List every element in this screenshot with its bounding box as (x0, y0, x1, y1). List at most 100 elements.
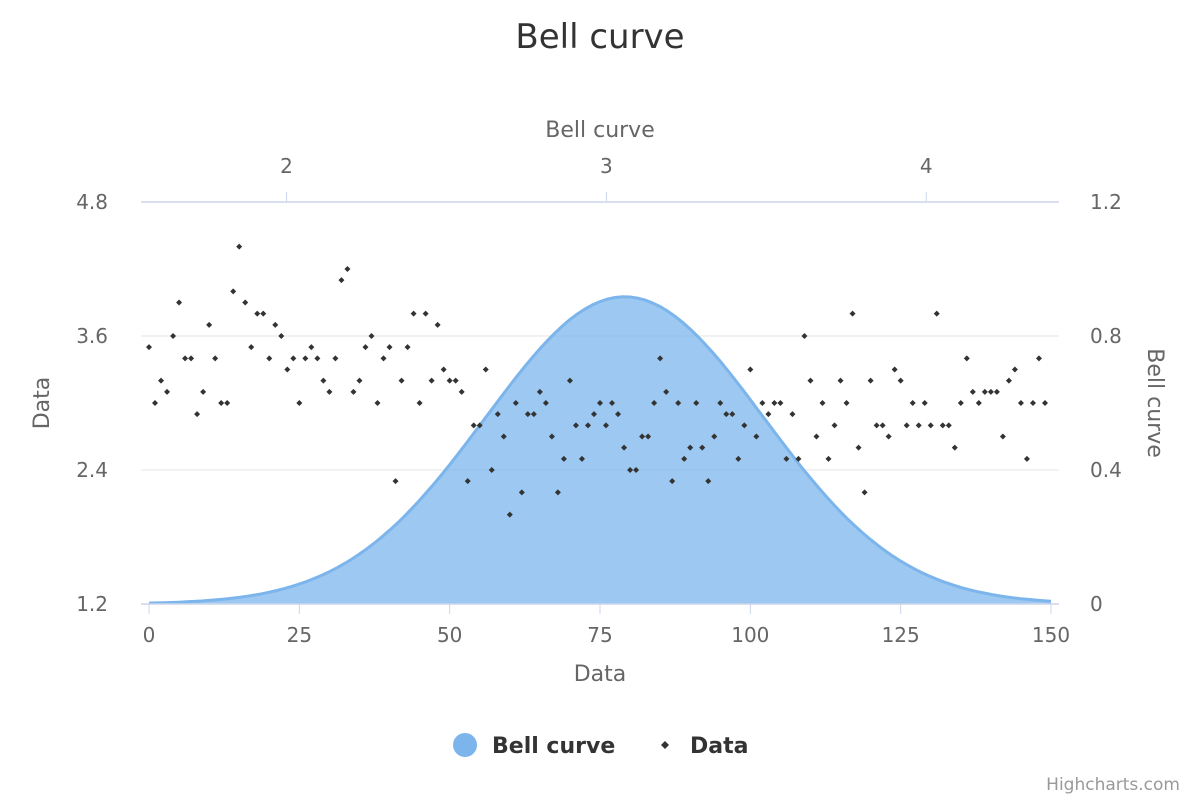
data-point (566, 377, 573, 384)
data-point (819, 400, 826, 406)
data-point (987, 388, 994, 395)
data-point (879, 422, 886, 429)
bell-curve-line (148, 295, 1052, 605)
data-point (783, 455, 790, 462)
left-axis-title: Data (30, 377, 55, 430)
data-point (428, 377, 435, 384)
data-point (705, 478, 712, 485)
data-point (188, 355, 195, 362)
data-point (723, 411, 730, 418)
data-point (302, 355, 309, 362)
data-point (633, 467, 640, 473)
data-point (843, 400, 850, 406)
y-left-tick-label: 4.8 (76, 190, 108, 214)
data-point (645, 433, 652, 440)
data-point (807, 377, 814, 384)
data-point (332, 355, 339, 362)
x-bottom-tick-label: 25 (287, 623, 312, 647)
data-point (590, 411, 597, 418)
data-point (759, 400, 766, 406)
legend-data-label: Data (690, 734, 748, 759)
chart-title: Bell curve (515, 17, 684, 57)
data-point (278, 333, 285, 339)
data-point (945, 422, 952, 429)
x-bottom-tick-label: 0 (143, 623, 156, 647)
data-point (494, 411, 501, 418)
data-point (356, 377, 363, 384)
data-point (735, 455, 742, 462)
data-point (909, 400, 916, 406)
data-point (224, 400, 231, 406)
data-point (158, 377, 165, 384)
right-axis-title: Bell curve (1142, 348, 1167, 457)
data-point (440, 366, 447, 373)
data-point (963, 355, 970, 362)
data-point (729, 411, 736, 418)
credits-link[interactable]: Highcharts.com (1046, 775, 1180, 795)
y-left-tick-label: 1.2 (76, 592, 108, 616)
y-left-tick-label: 2.4 (76, 458, 108, 482)
data-point (488, 467, 495, 473)
data-point (446, 377, 453, 384)
data-point (903, 422, 910, 429)
data-point (993, 388, 1000, 395)
data-point (146, 344, 152, 351)
data-point (813, 433, 820, 440)
data-point (242, 299, 249, 306)
bottom-axis-title: Data (574, 662, 627, 687)
data-point (338, 277, 345, 284)
data-point (260, 310, 267, 317)
data-point (897, 377, 904, 384)
data-point (218, 400, 225, 406)
data-point (1029, 400, 1036, 406)
data-point (861, 489, 868, 496)
data-point (176, 299, 183, 306)
data-point (1041, 400, 1048, 406)
data-point (657, 355, 664, 362)
data-point (542, 400, 549, 406)
data-point (470, 422, 477, 429)
data-point (350, 388, 357, 395)
data-point (530, 411, 537, 418)
data-point (711, 433, 718, 440)
data-point (344, 266, 351, 272)
legend-item-data[interactable]: Data (661, 734, 748, 759)
data-point (699, 444, 706, 451)
data-point (969, 388, 976, 395)
y-right-tick-label: 0 (1090, 592, 1103, 616)
data-point (476, 422, 483, 429)
data-point (741, 422, 748, 429)
data-point (560, 455, 567, 462)
data-point (512, 400, 519, 406)
x-bottom-tick-label: 125 (882, 623, 920, 647)
tick-labels: 1.2 2.4 3.6 4.8 0 0.4 0.8 1.2 0 25 50 75 100 125 150 2 3… (76, 154, 1122, 647)
data-point (200, 388, 207, 395)
x-top-tick-label: 2 (280, 154, 293, 178)
y-right-tick-label: 0.8 (1090, 324, 1122, 348)
data-point (380, 355, 387, 362)
data-point (320, 377, 327, 384)
x-bottom-tick-label: 75 (587, 623, 612, 647)
data-point (771, 400, 778, 406)
data-point (482, 366, 489, 373)
data-point (392, 478, 399, 485)
data-point (308, 344, 315, 351)
legend-data-symbol (661, 741, 669, 749)
data-point (194, 411, 201, 418)
data-point (362, 344, 369, 351)
data-point (927, 422, 934, 429)
data-point (326, 388, 333, 395)
data-point (434, 321, 441, 328)
data-point (548, 433, 555, 440)
data-point (621, 444, 628, 451)
x-top-tick-label: 4 (920, 154, 933, 178)
y-right-tick-label: 0.4 (1090, 458, 1122, 482)
y-right-tick-label: 1.2 (1090, 190, 1122, 214)
legend-item-bell-curve[interactable]: Bell curve (453, 733, 615, 759)
data-point (597, 400, 603, 406)
data-point (933, 310, 940, 317)
data-point (284, 366, 291, 373)
x-bottom-tick-label: 100 (731, 623, 769, 647)
data-point (855, 444, 862, 451)
